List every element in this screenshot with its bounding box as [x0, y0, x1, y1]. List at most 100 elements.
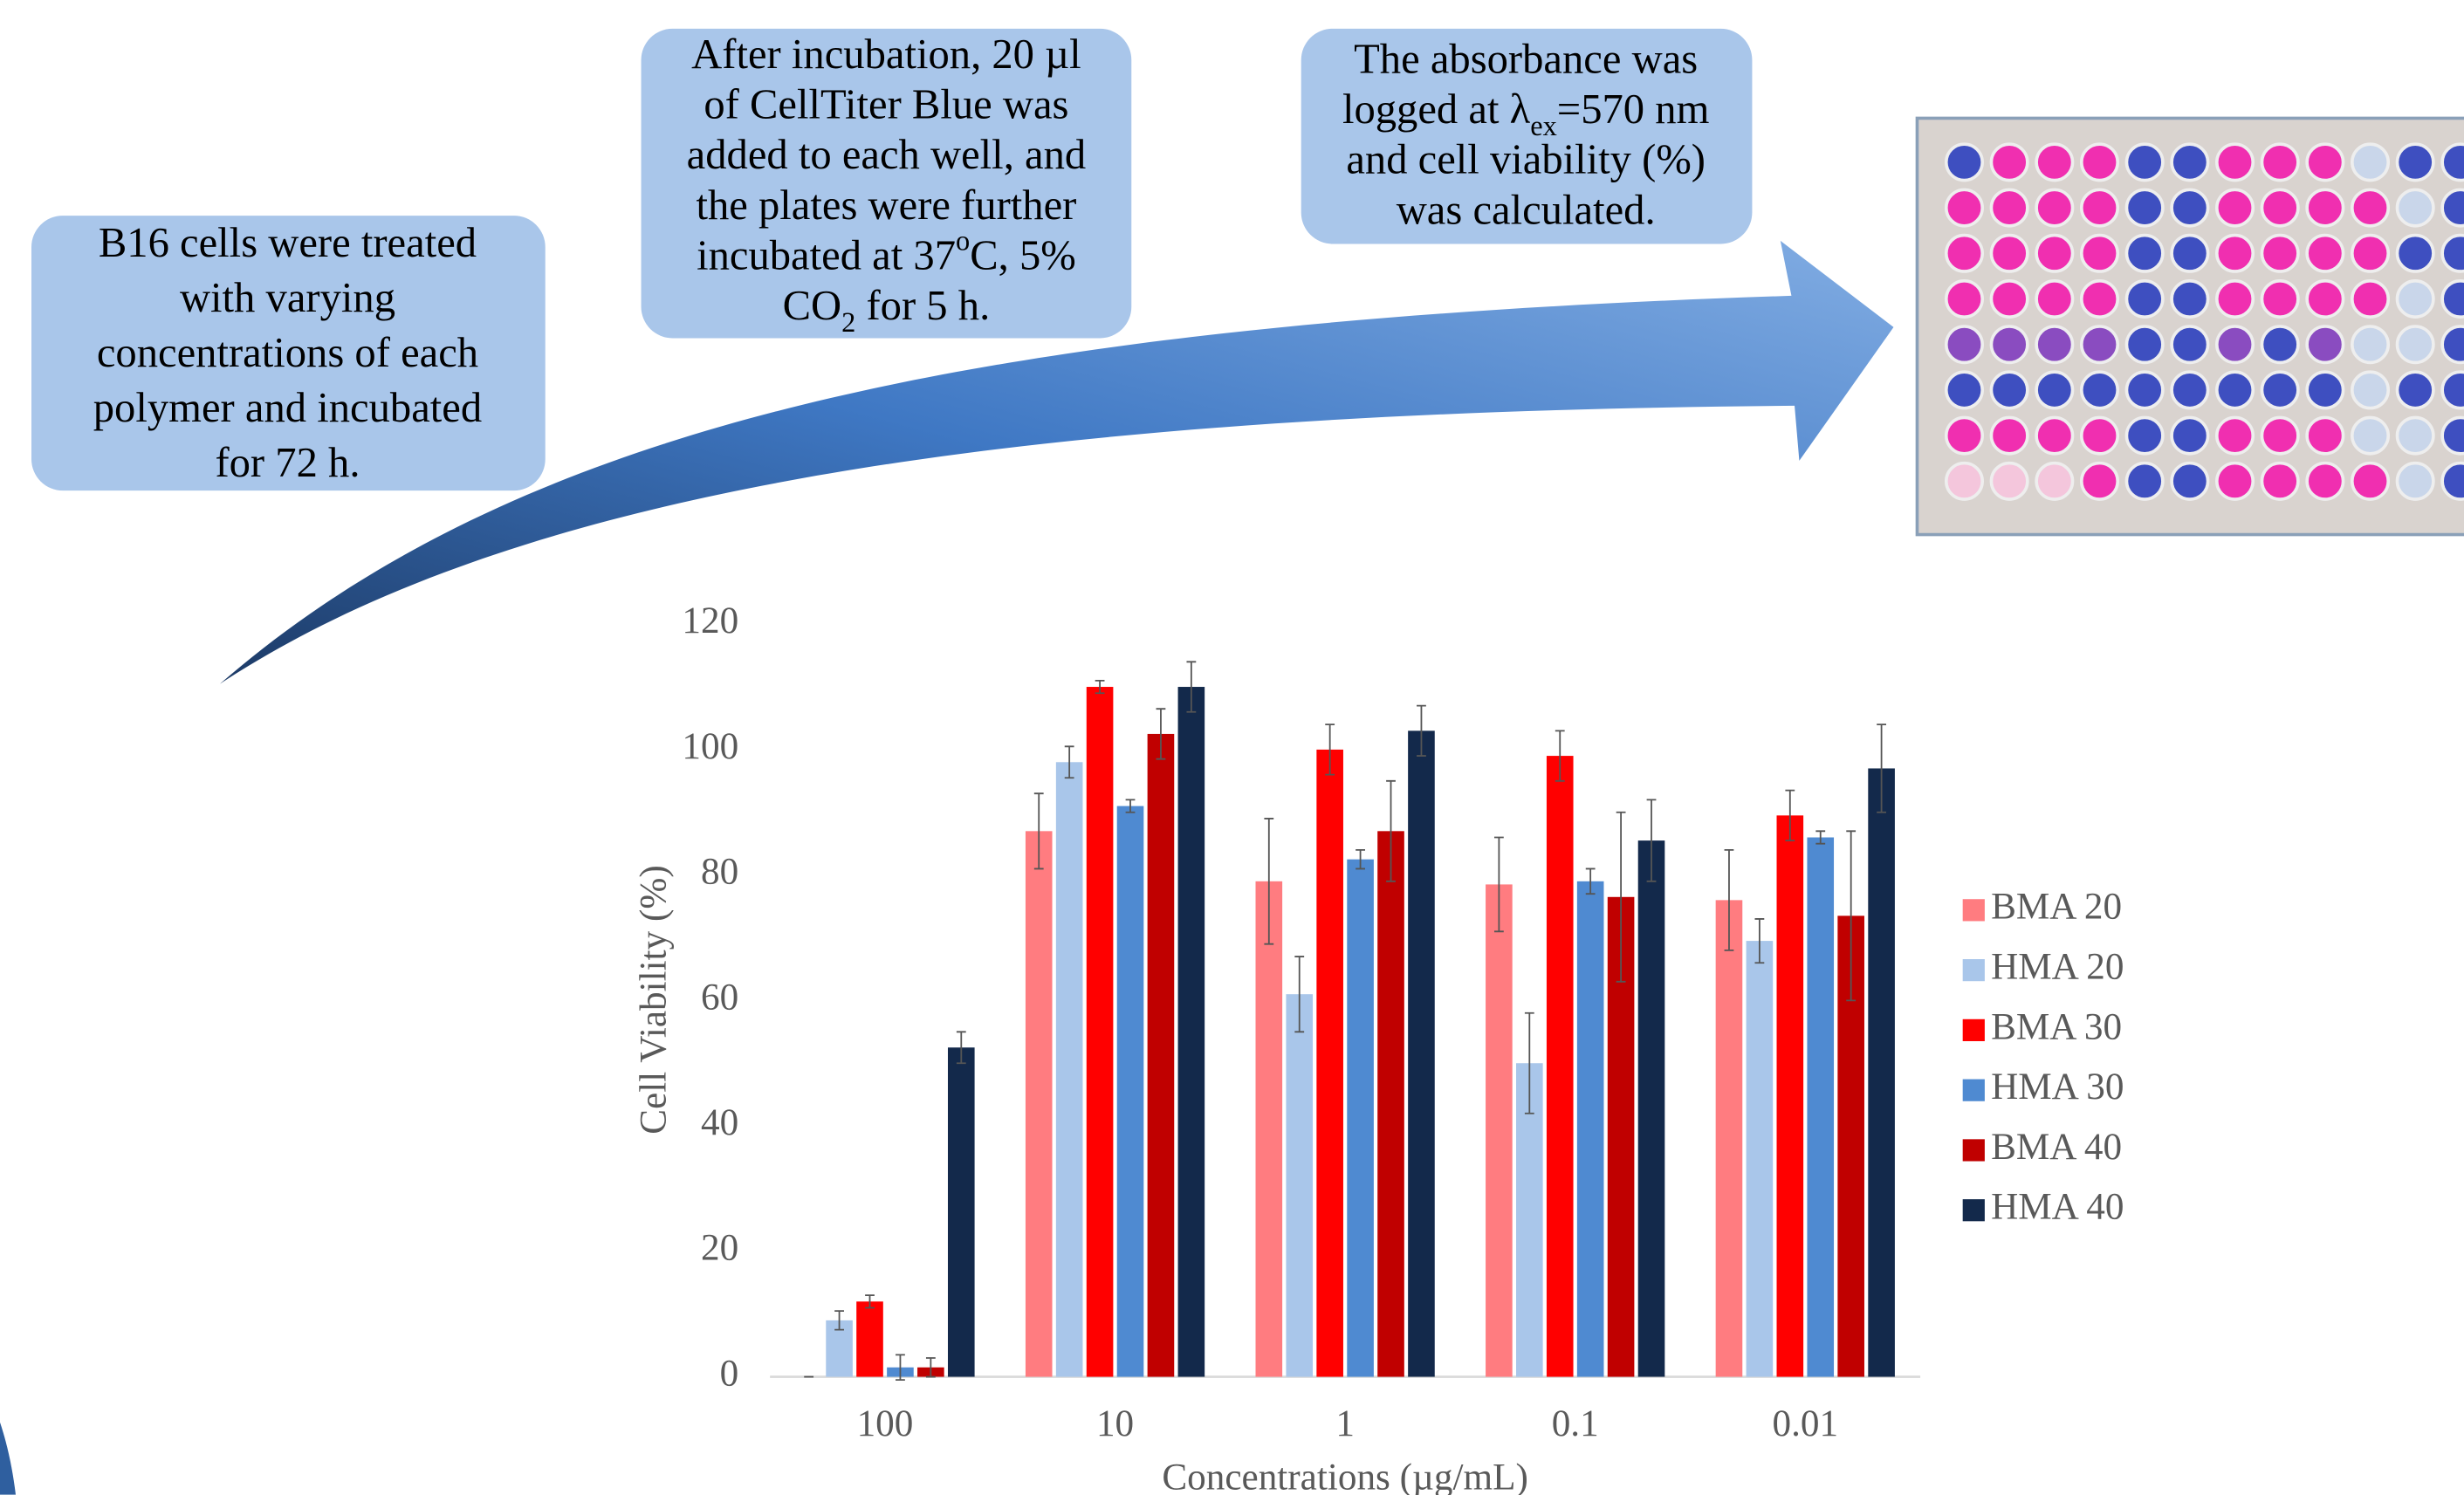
well	[2397, 281, 2433, 317]
well	[2307, 189, 2343, 225]
well	[1991, 417, 2027, 453]
well	[2036, 417, 2072, 453]
text-run: was calculated.	[1397, 186, 1656, 233]
text-run: the plates were further	[696, 182, 1076, 229]
well	[2126, 281, 2162, 317]
bar	[948, 1047, 975, 1376]
legend-swatch	[1963, 1080, 1985, 1101]
well	[2217, 144, 2253, 180]
well	[2262, 189, 2297, 225]
y-tick-label: 60	[701, 977, 738, 1018]
well	[2397, 189, 2433, 225]
step-text: incubated at 37oC, 5%	[697, 226, 1076, 279]
text-run: added to each well, and	[687, 131, 1087, 178]
bar	[1286, 994, 1313, 1376]
bar	[1087, 687, 1114, 1377]
well	[2352, 236, 2388, 271]
well	[2036, 463, 2072, 499]
well	[2082, 417, 2117, 453]
step-text: of CellTiter Blue was	[704, 81, 1068, 128]
well	[2126, 189, 2162, 225]
well	[2036, 326, 2072, 362]
well	[1991, 326, 2027, 362]
well	[2262, 144, 2297, 180]
step-text: After incubation, 20 µl	[691, 31, 1081, 78]
text-run: for 5 h.	[855, 282, 990, 329]
bar	[1486, 884, 1513, 1376]
well	[2307, 372, 2343, 408]
text-run: polymer and incubated	[93, 384, 482, 431]
well	[2217, 236, 2253, 271]
well	[1946, 326, 1982, 362]
well	[2352, 144, 2388, 180]
x-tick-label: 1	[1335, 1403, 1355, 1444]
y-tick-label: 120	[682, 600, 738, 641]
x-tick-label: 10	[1096, 1403, 1134, 1444]
text-run: The absorbance was	[1354, 36, 1698, 83]
well	[1946, 417, 1982, 453]
legend-label: HMA 40	[1991, 1187, 2124, 1228]
well	[2352, 281, 2388, 317]
bar	[1377, 831, 1404, 1376]
well	[2397, 144, 2433, 180]
step-text: added to each well, and	[687, 131, 1087, 178]
legend-swatch	[1963, 899, 1985, 921]
bar	[1256, 881, 1283, 1377]
well	[1946, 144, 1982, 180]
text-run: incubated at 37	[697, 232, 956, 279]
bar	[1807, 838, 1834, 1377]
well	[2126, 417, 2162, 453]
bar	[1577, 881, 1604, 1377]
bar	[1056, 762, 1083, 1376]
legend-label: HMA 30	[1991, 1066, 2124, 1108]
well	[1991, 189, 2027, 225]
legend-swatch	[1963, 959, 1985, 981]
well	[2352, 372, 2388, 408]
step-text: and cell viability (%)	[1346, 136, 1706, 183]
well	[2442, 326, 2464, 362]
bar	[1638, 840, 1665, 1376]
well	[2262, 236, 2297, 271]
step-text: was calculated.	[1397, 186, 1656, 233]
bar	[1148, 734, 1175, 1377]
well	[2307, 144, 2343, 180]
bar	[856, 1301, 883, 1376]
well	[2126, 372, 2162, 408]
well	[2397, 326, 2433, 362]
well	[2036, 144, 2072, 180]
well	[1991, 144, 2027, 180]
well	[2036, 372, 2072, 408]
well	[2307, 281, 2343, 317]
bar	[1408, 730, 1435, 1376]
well	[2126, 236, 2162, 271]
well	[2307, 417, 2343, 453]
well	[2082, 372, 2117, 408]
page: B16 cells were treatedwith varyingconcen…	[0, 0, 2464, 1495]
well	[2217, 372, 2253, 408]
text-run: concentrations of each	[97, 329, 478, 376]
text-run: B16 cells were treated	[99, 219, 477, 266]
well	[1991, 236, 2027, 271]
legend-label: HMA 20	[1991, 947, 2124, 988]
well	[2172, 326, 2207, 362]
well	[2352, 326, 2388, 362]
well	[2172, 281, 2207, 317]
text-run: of CellTiter Blue was	[704, 81, 1068, 128]
well	[2442, 189, 2464, 225]
well	[2442, 417, 2464, 453]
well	[2307, 236, 2343, 271]
step-text: The absorbance was	[1354, 36, 1698, 83]
well	[2262, 463, 2297, 499]
well	[2036, 189, 2072, 225]
well	[1946, 372, 1982, 408]
well	[1946, 189, 1982, 225]
well	[2036, 236, 2072, 271]
superscript: o	[956, 226, 970, 257]
well	[2352, 463, 2388, 499]
bar	[1716, 900, 1743, 1376]
text-run: After incubation, 20 µl	[691, 31, 1081, 78]
y-tick-label: 40	[701, 1102, 738, 1143]
y-tick-label: 100	[682, 726, 738, 767]
well	[2397, 417, 2433, 453]
bar	[1347, 860, 1374, 1377]
